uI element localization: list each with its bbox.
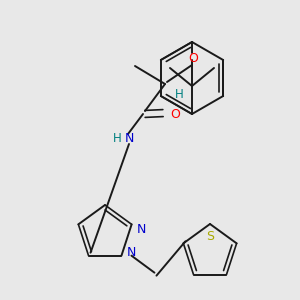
Text: O: O [170,109,180,122]
Text: N: N [124,131,134,145]
Text: H: H [175,88,183,100]
Text: S: S [206,230,214,242]
Text: N: N [127,246,136,259]
Text: H: H [112,131,122,145]
Text: O: O [188,52,198,65]
Text: N: N [137,223,146,236]
